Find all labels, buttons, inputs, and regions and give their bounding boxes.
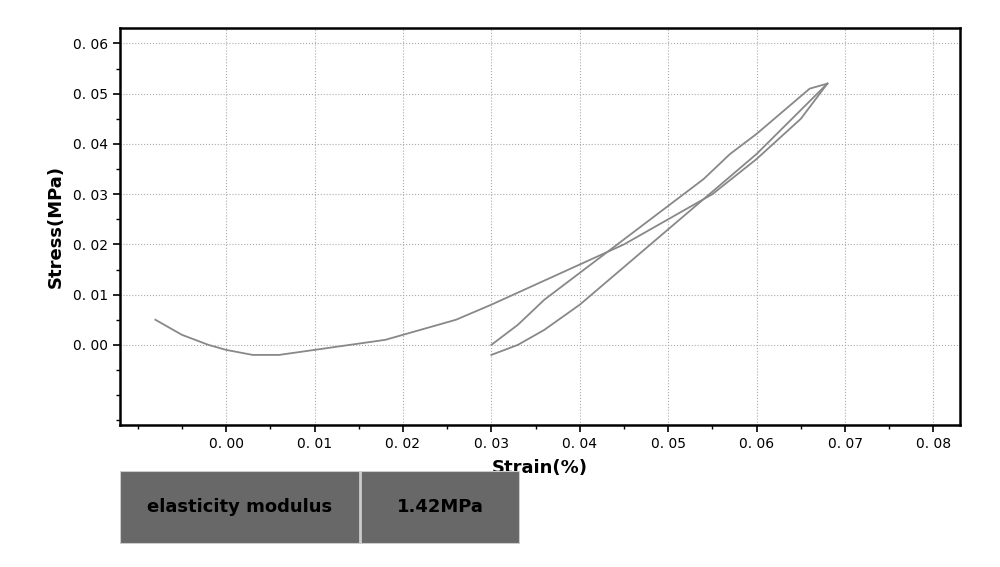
Y-axis label: Stress(MPa): Stress(MPa) (47, 166, 65, 288)
Text: 1.42MPa: 1.42MPa (397, 498, 483, 517)
X-axis label: Strain(%): Strain(%) (492, 459, 588, 477)
FancyBboxPatch shape (120, 471, 520, 544)
Text: elasticity modulus: elasticity modulus (147, 498, 333, 517)
